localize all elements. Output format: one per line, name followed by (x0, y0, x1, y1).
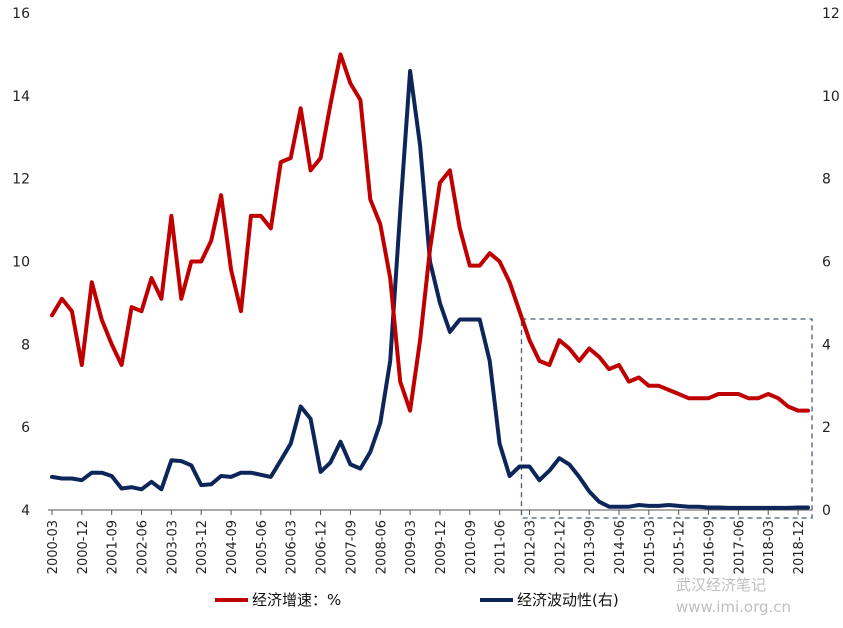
x-tick-label: 2018-03 (762, 520, 777, 574)
y-left-tick-label: 12 (12, 172, 30, 188)
highlight-box (520, 318, 813, 519)
x-tick-label: 2015-03 (643, 520, 658, 574)
y-left-tick-label: 6 (21, 420, 30, 436)
y-right-tick-label: 2 (822, 420, 831, 436)
x-tick-label: 2003-12 (195, 520, 210, 574)
x-tick-label: 2016-09 (703, 520, 718, 574)
y-right-tick-label: 8 (822, 172, 831, 188)
y-left-tick-label: 4 (21, 503, 30, 519)
x-tick-label: 2012-03 (523, 520, 538, 574)
y-axis-right: 0 2 4 6 8 10 12 (822, 6, 840, 519)
y-left-tick-label: 10 (12, 255, 30, 271)
x-tick-label: 2014-06 (613, 520, 628, 574)
y-right-tick-label: 4 (822, 337, 831, 353)
x-tick-label: 2000-03 (46, 520, 61, 574)
y-right-tick-label: 10 (822, 89, 840, 105)
x-tick-label: 2000-12 (76, 520, 91, 574)
y-axis-left: 4 6 8 10 12 14 16 (12, 6, 30, 519)
y-left-tick-label: 14 (12, 89, 30, 105)
x-tick-label: 2009-12 (434, 520, 449, 574)
legend-label-volatility: 经济波动性(右) (517, 591, 619, 609)
series-line-volatility (50, 69, 810, 510)
x-tick-label: 2003-03 (165, 520, 180, 574)
y-left-tick-label: 16 (12, 6, 30, 22)
y-right-tick-label: 12 (822, 6, 840, 22)
watermark-url: www.imi.org.cn (676, 598, 791, 616)
x-tick-label: 2006-03 (285, 520, 300, 574)
y-right-tick-label: 6 (822, 255, 831, 271)
x-axis: 2000-03 2000-12 2001-09 2002-06 2003-03 2003-… (46, 510, 807, 574)
x-tick-label: 2008-06 (374, 520, 389, 574)
watermark: 武汉经济笔记 www.imi.org.cn (676, 576, 791, 616)
series-line-growth (50, 52, 810, 413)
x-tick-label: 2007-09 (344, 520, 359, 574)
x-tick-label: 2017-06 (732, 520, 747, 574)
x-tick-label: 2005-06 (255, 520, 270, 574)
watermark-title: 武汉经济笔记 (676, 576, 766, 594)
x-tick-label: 2006-12 (315, 520, 330, 574)
x-tick-label: 2010-09 (464, 520, 479, 574)
x-tick-label: 2013-09 (583, 520, 598, 574)
legend-label-growth: 经济增速：% (252, 591, 341, 609)
legend: 经济增速：% 经济波动性(右) (215, 591, 619, 609)
x-tick-label: 2012-12 (553, 520, 568, 574)
y-left-tick-label: 8 (21, 337, 30, 353)
x-tick-label: 2004-09 (225, 520, 240, 574)
y-right-tick-label: 0 (822, 503, 831, 519)
x-tick-label: 2015-12 (673, 520, 688, 574)
x-tick-label: 2011-06 (494, 520, 509, 574)
x-tick-label: 2009-03 (404, 520, 419, 574)
x-tick-label: 2018-12 (792, 520, 807, 574)
x-tick-label: 2002-06 (136, 520, 151, 574)
x-tick-label: 2001-09 (106, 520, 121, 574)
